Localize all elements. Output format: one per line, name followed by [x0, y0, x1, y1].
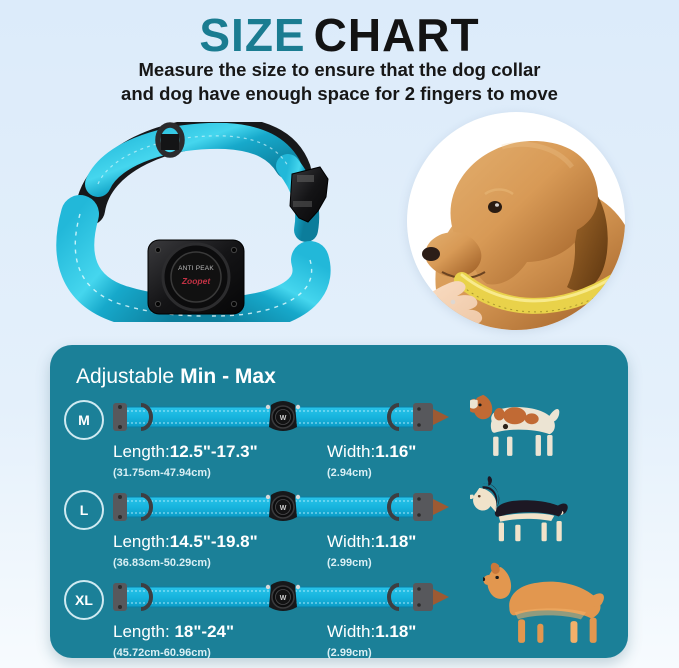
svg-text:Zoopet: Zoopet — [181, 276, 211, 286]
svg-text:ANTI PEAK: ANTI PEAK — [178, 265, 214, 272]
svg-text:W: W — [280, 595, 287, 602]
svg-text:W: W — [280, 505, 287, 512]
svg-text:W: W — [280, 415, 287, 422]
